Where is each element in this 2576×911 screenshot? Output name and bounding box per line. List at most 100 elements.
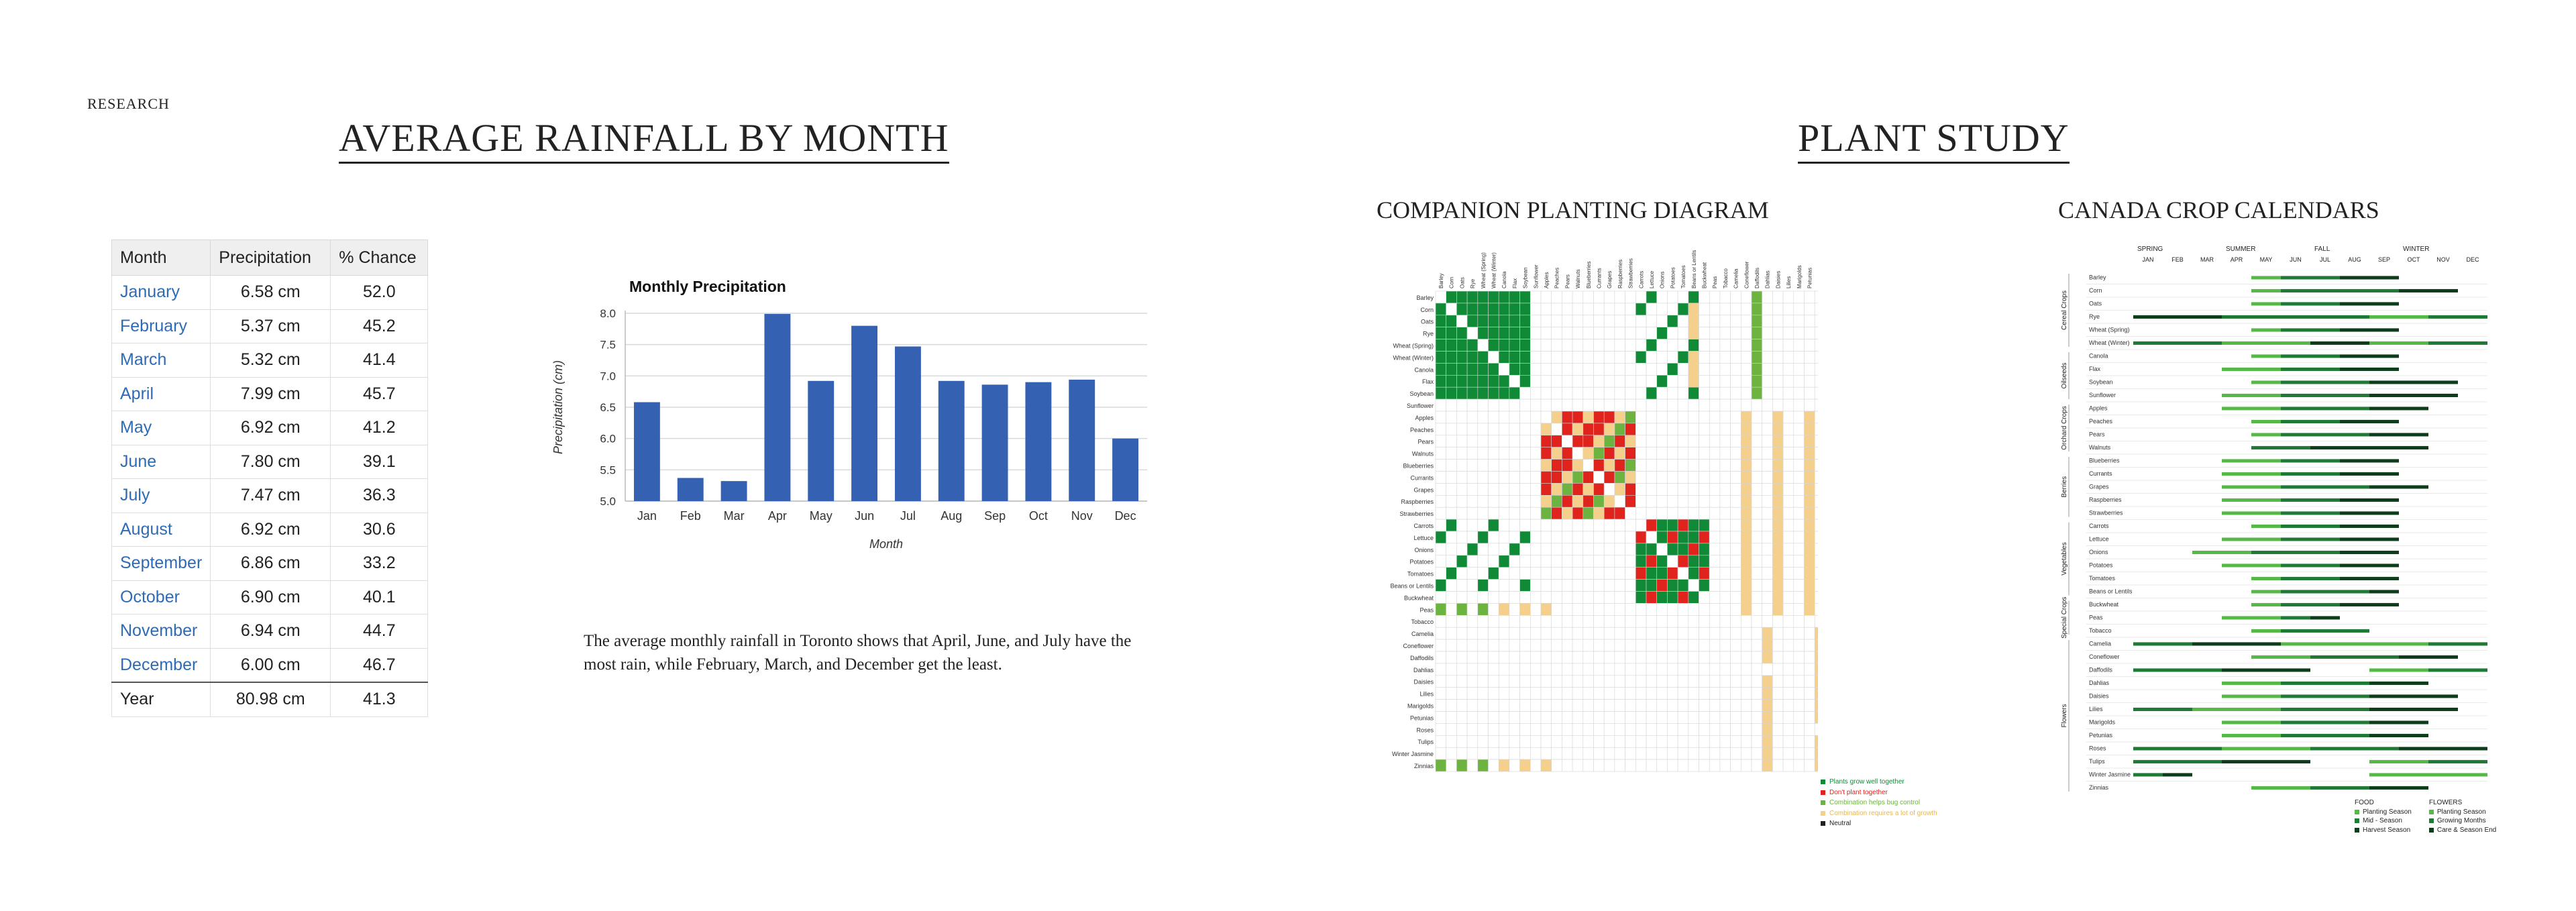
grid-cell bbox=[1466, 483, 1479, 496]
grid-cell bbox=[1603, 459, 1615, 472]
grid-cell bbox=[1582, 747, 1594, 760]
column-label: Pears bbox=[1564, 274, 1570, 288]
season-bar bbox=[2340, 564, 2399, 568]
season-bar bbox=[2428, 315, 2487, 319]
grid-cell bbox=[1656, 627, 1668, 640]
grid-cell bbox=[1751, 555, 1762, 568]
grid-cell bbox=[1593, 711, 1605, 724]
month-cell: January bbox=[111, 275, 211, 310]
grid-cell bbox=[1509, 471, 1520, 484]
legend-item: Mid - Season bbox=[2355, 816, 2412, 826]
column-label: Dahlias bbox=[1765, 270, 1771, 288]
grid-cell bbox=[1625, 555, 1636, 568]
grid-cell bbox=[1456, 386, 1468, 400]
grid-cell bbox=[1562, 494, 1573, 508]
grid-cell bbox=[1509, 651, 1520, 664]
season-bar bbox=[2281, 694, 2369, 698]
grid-cell bbox=[1688, 327, 1699, 339]
grid-cell bbox=[1730, 447, 1741, 460]
grid-cell bbox=[1740, 711, 1752, 724]
grid-cell bbox=[1625, 675, 1636, 688]
grid-cell bbox=[1677, 471, 1689, 484]
table-row: January 6.58 cm 52.0 bbox=[111, 275, 429, 310]
grid-cell bbox=[1719, 447, 1731, 460]
grid-cell bbox=[1625, 627, 1636, 640]
column-label: Grapes bbox=[1607, 271, 1613, 288]
grid-cell bbox=[1677, 651, 1689, 664]
column-label: Blueberries bbox=[1586, 262, 1592, 288]
grid-cell bbox=[1593, 747, 1605, 760]
grid-cell bbox=[1435, 614, 1446, 628]
grid-cell bbox=[1762, 567, 1773, 580]
grid-cell bbox=[1603, 423, 1615, 436]
grid-cell bbox=[1446, 687, 1457, 700]
month-label: MAY bbox=[2260, 256, 2273, 263]
grid-cell bbox=[1762, 651, 1773, 664]
row-label: Apples bbox=[1415, 415, 1434, 421]
grid-cell bbox=[1446, 339, 1457, 352]
grid-cell bbox=[1466, 303, 1479, 316]
crop-label: Blueberries bbox=[2089, 458, 2120, 464]
grid-cell bbox=[1456, 579, 1468, 592]
grid-cell bbox=[1667, 591, 1678, 604]
grid-cell bbox=[1582, 591, 1594, 604]
grid-cell bbox=[1519, 663, 1531, 676]
grid-cell bbox=[1814, 531, 1818, 544]
grid-cell bbox=[1593, 675, 1605, 688]
grid-cell bbox=[1635, 567, 1647, 580]
grid-cell bbox=[1782, 471, 1794, 484]
grid-cell bbox=[1519, 303, 1531, 316]
grid-cell bbox=[1656, 483, 1668, 496]
grid-cell bbox=[1530, 290, 1542, 304]
grid-cell bbox=[1562, 735, 1573, 748]
grid-cell bbox=[1519, 759, 1531, 772]
grid-cell bbox=[1772, 723, 1784, 736]
grid-cell bbox=[1688, 651, 1699, 664]
grid-cell bbox=[1772, 675, 1784, 688]
column-label: Lettuce bbox=[1649, 270, 1655, 288]
grid-cell bbox=[1446, 506, 1457, 520]
grid-cell bbox=[1446, 614, 1457, 628]
grid-cell bbox=[1762, 351, 1773, 364]
grid-cell bbox=[1814, 675, 1818, 688]
grid-cell bbox=[1540, 735, 1552, 748]
season-bar bbox=[2281, 629, 2369, 633]
grid-cell bbox=[1456, 614, 1468, 628]
grid-cell bbox=[1814, 614, 1818, 628]
grid-cell bbox=[1435, 663, 1446, 676]
grid-cell bbox=[1646, 543, 1657, 556]
grid-cell bbox=[1435, 519, 1446, 532]
grid-cell bbox=[1593, 555, 1605, 568]
grid-cell bbox=[1603, 711, 1615, 724]
grid-cell bbox=[1635, 735, 1647, 748]
grid-cell bbox=[1740, 423, 1752, 436]
grid-cell bbox=[1435, 315, 1446, 328]
grid-cell bbox=[1519, 651, 1531, 664]
grid-cell bbox=[1603, 614, 1615, 628]
grid-cell bbox=[1498, 687, 1510, 700]
grid-cell bbox=[1635, 363, 1647, 376]
grid-cell bbox=[1730, 351, 1741, 364]
grid-cell bbox=[1740, 315, 1752, 328]
grid-cell bbox=[1793, 386, 1805, 400]
grid-cell bbox=[1530, 663, 1542, 676]
grid-cell bbox=[1562, 386, 1573, 400]
grid-cell bbox=[1625, 531, 1636, 544]
grid-cell bbox=[1709, 759, 1721, 772]
grid-cell bbox=[1804, 351, 1815, 364]
grid-cell bbox=[1751, 459, 1762, 472]
grid-cell bbox=[1582, 375, 1594, 388]
crop-label: Oats bbox=[2089, 301, 2102, 307]
chance-cell: 30.6 bbox=[330, 512, 429, 547]
y-tick-label: 5.0 bbox=[600, 495, 616, 508]
season-bar bbox=[2369, 668, 2428, 672]
grid-cell bbox=[1762, 735, 1773, 748]
grid-cell bbox=[1498, 483, 1510, 496]
grid-cell bbox=[1709, 711, 1721, 724]
season-bar bbox=[2251, 445, 2310, 449]
legend-flowers: FLOWERS Planting Season Growing Months Care… bbox=[2428, 798, 2496, 835]
grid-cell bbox=[1699, 375, 1710, 388]
grid-cell bbox=[1635, 579, 1647, 592]
table-header-row: Month Precipitation % Chance bbox=[111, 239, 429, 276]
column-label: Raspberries bbox=[1617, 260, 1623, 288]
